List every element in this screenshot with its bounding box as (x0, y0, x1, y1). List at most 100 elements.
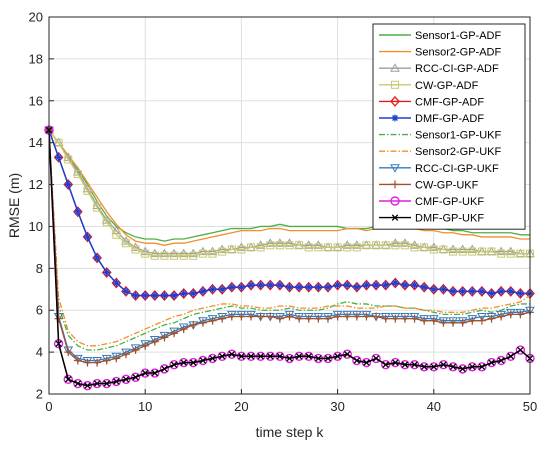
data-point (458, 247, 467, 256)
data-point (487, 247, 496, 256)
data-point (179, 325, 188, 334)
data-point (131, 346, 140, 355)
data-point (380, 279, 391, 291)
data-point (351, 240, 362, 249)
data-point (121, 348, 131, 358)
data-point (236, 310, 247, 320)
legend-label: CMF-GP-UKF (415, 196, 484, 208)
data-point (342, 240, 353, 249)
data-point (255, 279, 266, 291)
data-point (295, 283, 303, 291)
data-point (112, 279, 120, 287)
data-point (276, 353, 284, 360)
data-point (217, 283, 228, 295)
legend-label: RCC-CI-GP-UKF (415, 163, 499, 175)
data-point (468, 316, 477, 325)
legend-entry: CMF-GP-ADF (379, 95, 484, 108)
data-point (457, 317, 468, 326)
data-point (505, 308, 516, 318)
data-point (295, 314, 304, 323)
data-point (284, 310, 295, 320)
x-axis-label: time step k (256, 424, 325, 440)
legend-label: RCC-CI-GP-ADF (415, 63, 499, 75)
data-point (505, 246, 516, 256)
data-point (372, 355, 380, 362)
data-point (420, 363, 428, 371)
data-point (266, 241, 275, 250)
data-point (160, 251, 169, 260)
data-point (149, 290, 160, 302)
data-point (112, 354, 121, 363)
data-point (516, 289, 524, 297)
data-point (478, 363, 486, 371)
data-point (515, 345, 526, 355)
series-layer (44, 124, 535, 391)
data-point (218, 353, 226, 360)
data-point (93, 358, 102, 367)
data-point (363, 359, 370, 366)
data-point (457, 244, 468, 253)
data-point (496, 310, 507, 320)
data-point (180, 359, 187, 366)
data-point (265, 279, 276, 291)
data-point (420, 283, 428, 291)
data-point (141, 292, 149, 300)
data-point (323, 281, 333, 293)
data-point (429, 316, 438, 325)
data-point (362, 241, 371, 250)
data-point (334, 353, 341, 360)
data-point (170, 329, 179, 338)
data-point (411, 281, 419, 289)
data-point (73, 170, 82, 179)
data-point (390, 277, 401, 289)
data-point (103, 269, 111, 277)
data-point (400, 313, 410, 322)
data-point (334, 281, 342, 289)
data-point (55, 340, 62, 347)
data-point (141, 369, 149, 377)
data-point (313, 240, 324, 249)
legend-marker (391, 80, 399, 89)
data-point (286, 355, 293, 362)
data-point (440, 361, 447, 368)
data-point (54, 138, 63, 147)
data-point (209, 285, 217, 293)
data-point (391, 314, 400, 323)
data-point (303, 313, 314, 322)
data-point (449, 287, 457, 295)
legend-label: CW-GP-UKF (415, 179, 479, 191)
data-point (401, 361, 409, 368)
data-point (275, 314, 284, 323)
data-point (488, 359, 495, 366)
data-point (428, 315, 439, 324)
data-point (275, 313, 285, 322)
x-tick-label: 20 (234, 399, 248, 414)
legend-marker (391, 180, 399, 189)
data-point (238, 353, 245, 360)
data-point (400, 314, 409, 323)
data-point (467, 285, 478, 297)
data-point (430, 363, 438, 371)
data-point (448, 285, 458, 297)
data-point (467, 315, 478, 324)
series-9 (45, 126, 534, 367)
data-point (477, 313, 487, 322)
data-point (159, 248, 170, 258)
data-point (486, 357, 497, 368)
data-point (458, 318, 467, 327)
data-point (333, 243, 342, 252)
x-tick-label: 40 (427, 399, 441, 414)
data-point (284, 281, 295, 293)
data-point (121, 239, 130, 248)
data-point (207, 353, 218, 364)
y-tick-label: 2 (36, 387, 43, 402)
data-point (295, 353, 303, 360)
data-point (255, 240, 266, 249)
data-point (459, 365, 466, 373)
data-point (93, 203, 102, 212)
y-tick-label: 16 (29, 93, 43, 108)
data-point (468, 287, 476, 295)
data-point (198, 285, 208, 297)
y-tick-label: 18 (29, 51, 43, 66)
data-point (74, 208, 82, 216)
